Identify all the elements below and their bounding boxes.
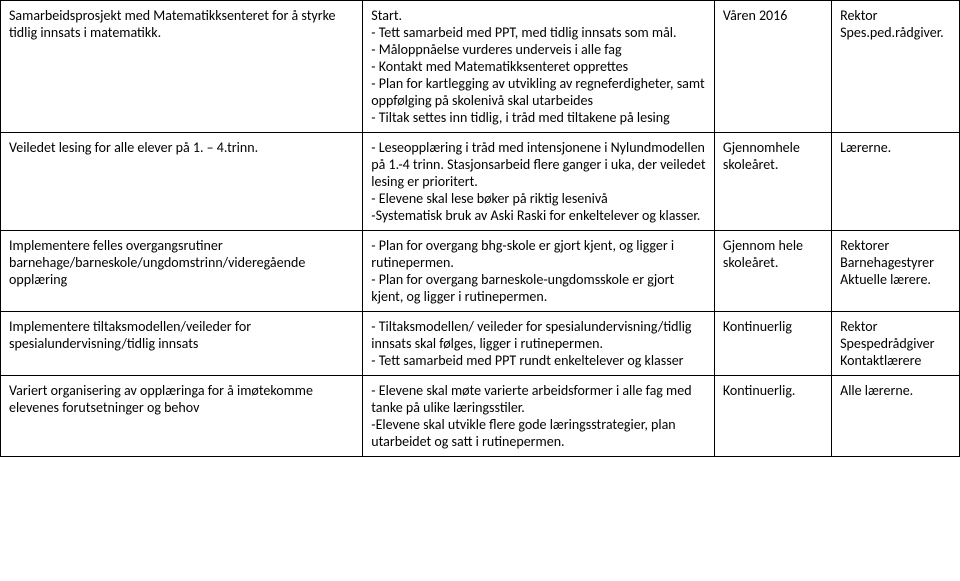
cell-col4: Lærerne. [832,133,960,231]
cell-col4: RektorerBarnehagestyrerAktuelle lærere. [832,231,960,312]
plan-table: Samarbeidsprosjekt med Matematikksentere… [0,0,960,457]
cell-col1: Implementere felles overgangsrutiner bar… [1,231,363,312]
cell-col3: Våren 2016 [714,1,831,133]
cell-col1: Veiledet lesing for alle elever på 1. – … [1,133,363,231]
cell-col1: Variert organisering av opplæringa for å… [1,376,363,457]
cell-col4: RektorSpespedrådgiverKontaktlærere [832,312,960,376]
table-body: Samarbeidsprosjekt med Matematikksentere… [1,1,960,457]
cell-col1: Implementere tiltaksmodellen/veileder fo… [1,312,363,376]
cell-col3: Kontinuerlig [714,312,831,376]
table-row: Veiledet lesing for alle elever på 1. – … [1,133,960,231]
table-row: Samarbeidsprosjekt med Matematikksentere… [1,1,960,133]
cell-col3: Gjennom hele skoleåret. [714,231,831,312]
cell-col2: Start.- Tett samarbeid med PPT, med tidl… [363,1,715,133]
table-row: Implementere felles overgangsrutiner bar… [1,231,960,312]
cell-col3: Gjennomhele skoleåret. [714,133,831,231]
cell-col4: Alle lærerne. [832,376,960,457]
cell-col2: - Leseopplæring i tråd med intensjonene … [363,133,715,231]
cell-col1: Samarbeidsprosjekt med Matematikksentere… [1,1,363,133]
table-row: Implementere tiltaksmodellen/veileder fo… [1,312,960,376]
cell-col2: - Elevene skal møte varierte arbeidsform… [363,376,715,457]
cell-col2: - Tiltaksmodellen/ veileder for spesialu… [363,312,715,376]
cell-col2: - Plan for overgang bhg-skole er gjort k… [363,231,715,312]
cell-col4: RektorSpes.ped.rådgiver. [832,1,960,133]
table-row: Variert organisering av opplæringa for å… [1,376,960,457]
cell-col3: Kontinuerlig. [714,376,831,457]
